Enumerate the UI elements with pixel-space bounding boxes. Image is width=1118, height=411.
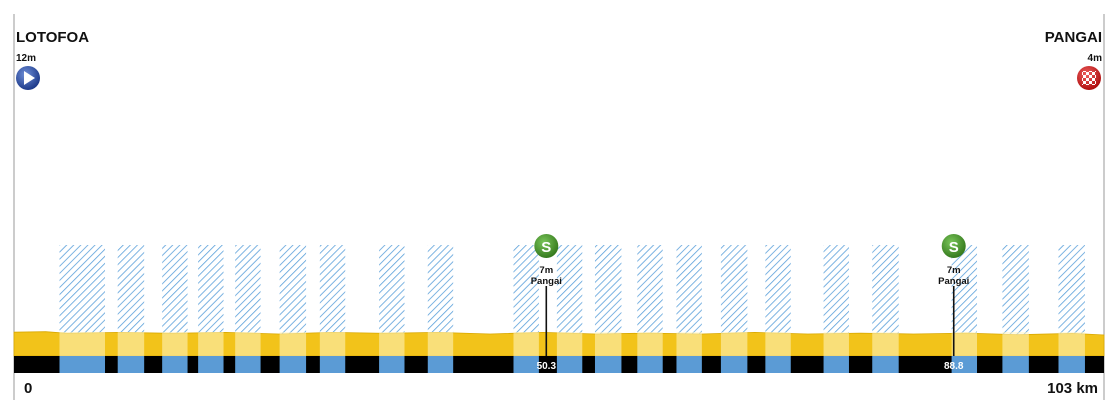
sprint-elevation: 7m	[539, 265, 553, 276]
sea-terrain-overlay-16	[765, 332, 791, 356]
sea-terrain-overlay-8	[379, 332, 405, 356]
sea-bar-segment-21	[1058, 356, 1085, 373]
sea-bar-segment-17	[823, 356, 849, 373]
sea-terrain-overlay-19	[951, 332, 978, 356]
sea-terrain-overlay-4	[198, 332, 224, 356]
sprint-name: Pangai	[531, 276, 562, 287]
sea-terrain-overlay-14	[676, 332, 702, 356]
sea-bar-segment-16	[765, 356, 791, 373]
sea-terrain-overlay-18	[872, 332, 899, 356]
checkered-flag-icon	[1077, 66, 1101, 90]
sprint-km-label: 50.3	[537, 361, 557, 372]
sea-bar-segment-2	[117, 356, 145, 373]
sprint-badge-icon: S	[941, 234, 966, 258]
sprint-badge-letter: S	[541, 239, 551, 256]
play-icon	[16, 66, 40, 90]
sea-bar-segment-12	[594, 356, 622, 373]
sea-bar-segment-18	[872, 356, 899, 373]
sea-terrain-overlay-2	[117, 332, 145, 356]
x-tick-label-end: 103 km	[1047, 380, 1098, 397]
sea-terrain-overlay-5	[235, 332, 261, 356]
sea-bar-segment-5	[235, 356, 261, 373]
sea-terrain-overlay-9	[427, 332, 454, 356]
finish-marker: PANGAI 4m	[1045, 29, 1102, 90]
sprint-badge-icon: S	[534, 234, 559, 258]
road-sea-bar	[14, 356, 1104, 373]
sea-bar-segment-7	[319, 356, 346, 373]
sea-terrain-overlay-17	[823, 332, 849, 356]
finish-name: PANGAI	[1045, 29, 1102, 46]
sea-terrain-overlay-11	[556, 332, 583, 356]
x-tick-label-start: 0	[24, 380, 32, 397]
sprint-name: Pangai	[938, 276, 969, 287]
sprint-km-label: 88.8	[944, 361, 964, 372]
finish-elevation: 4m	[1088, 53, 1103, 64]
terrain-area	[13, 331, 1105, 357]
sea-terrain-overlay-6	[279, 332, 307, 356]
sea-terrain-overlay-12	[594, 332, 622, 356]
sea-terrain-overlay-15	[720, 332, 748, 356]
sea-terrain-overlay-20	[1002, 332, 1029, 356]
sea-bar-segment-6	[279, 356, 307, 373]
sea-bar-segment-13	[637, 356, 663, 373]
sea-terrain-overlay-21	[1058, 332, 1085, 356]
sprint-elevation: 7m	[947, 265, 961, 276]
sprint-badge-letter: S	[949, 239, 959, 256]
sea-bar-segment-11	[556, 356, 583, 373]
sea-bar-segment-9	[427, 356, 454, 373]
sea-bar-segment-4	[198, 356, 224, 373]
sea-terrain-overlay-10	[513, 332, 539, 356]
sea-terrain-overlay-3	[162, 332, 188, 356]
sea-bar-segment-3	[162, 356, 188, 373]
sea-terrain-overlay-1	[59, 332, 106, 356]
sea-bar-segment-1	[59, 356, 106, 373]
sea-bar-segment-19	[951, 356, 978, 373]
start-marker: LOTOFOA 12m	[16, 29, 89, 90]
sea-terrain-overlay-13	[637, 332, 663, 356]
sea-terrain-overlay-7	[319, 332, 346, 356]
start-elevation: 12m	[16, 53, 36, 64]
sea-bar-segment-15	[720, 356, 748, 373]
sea-bar-segment-20	[1002, 356, 1029, 373]
sea-bar-segment-8	[379, 356, 405, 373]
sea-bar-segment-14	[676, 356, 702, 373]
start-name: LOTOFOA	[16, 29, 89, 46]
sea-bar-segment-10	[513, 356, 539, 373]
